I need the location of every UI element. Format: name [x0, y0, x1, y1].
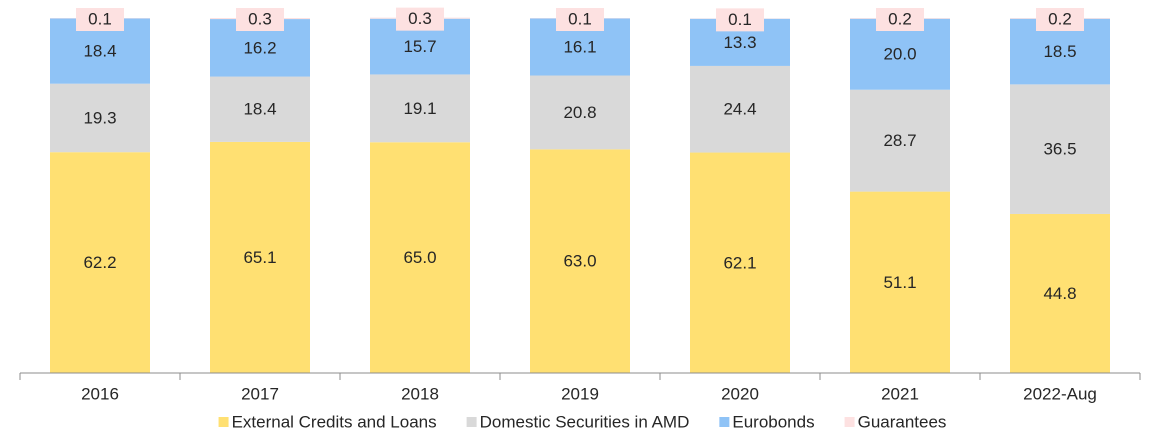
data-label: 44.8: [1043, 284, 1076, 303]
bar-segment: [690, 65, 790, 153]
data-label: 18.4: [243, 100, 276, 119]
data-label-box: [236, 8, 284, 31]
data-label: 63.0: [563, 252, 596, 271]
bar-segment: [210, 76, 310, 142]
data-label: 13.3: [723, 33, 756, 52]
data-label: 0.3: [248, 9, 272, 28]
data-label: 0.1: [728, 10, 752, 29]
data-label: 20.0: [883, 45, 916, 64]
data-label: 16.2: [243, 38, 276, 57]
data-label: 15.7: [403, 37, 436, 56]
legend-label: Domestic Securities in AMD: [480, 412, 690, 431]
data-label: 19.3: [83, 108, 116, 127]
data-label: 0.2: [888, 9, 912, 28]
x-tick-label: 2018: [401, 384, 439, 403]
data-label-box: [396, 7, 444, 31]
data-label-box: [716, 8, 764, 32]
data-label: 65.1: [243, 248, 276, 267]
bar-segment: [850, 191, 950, 373]
legend-swatch: [719, 417, 730, 427]
data-label: 18.4: [83, 41, 116, 60]
data-label-box: [556, 8, 604, 31]
bar-segment: [530, 75, 630, 150]
legend-swatch: [466, 417, 477, 427]
data-label: 0.1: [568, 9, 592, 28]
bar-segment: [850, 89, 950, 192]
data-label: 36.5: [1043, 140, 1076, 159]
bar-segment: [50, 152, 150, 373]
bar-segment: [370, 142, 470, 373]
legend-label: External Credits and Loans: [232, 412, 437, 431]
data-label: 16.1: [563, 37, 596, 56]
data-label: 19.1: [403, 99, 436, 118]
bar-segment: [1010, 213, 1110, 373]
bar-segment: [50, 83, 150, 153]
legend-label: Eurobonds: [732, 412, 814, 431]
bar-segment: [690, 152, 790, 373]
data-label-box: [1036, 8, 1084, 31]
bar-segment: [210, 141, 310, 373]
data-label: 20.8: [563, 103, 596, 122]
x-tick-label: 2017: [241, 384, 279, 403]
x-tick-label: 2016: [81, 384, 119, 403]
data-label: 0.2: [1048, 9, 1072, 28]
data-label-box: [76, 8, 124, 31]
data-label: 18.5: [1043, 42, 1076, 61]
bar-segment: [1010, 84, 1110, 214]
legend-label: Guarantees: [858, 412, 947, 431]
data-label: 65.0: [403, 248, 436, 267]
bar-segment: [530, 149, 630, 373]
x-tick-label: 2019: [561, 384, 599, 403]
legend-swatch: [844, 417, 855, 427]
data-label-box: [876, 8, 924, 31]
legend-swatch: [218, 417, 229, 427]
data-label: 24.4: [723, 100, 756, 119]
data-label: 0.1: [88, 9, 112, 28]
x-tick-label: 2021: [881, 384, 919, 403]
x-tick-label: 2020: [721, 384, 759, 403]
bar-segment: [370, 74, 470, 143]
data-label: 0.3: [408, 9, 432, 28]
x-tick-label: 2022-Aug: [1023, 384, 1097, 403]
data-label: 62.1: [723, 253, 756, 272]
data-label: 28.7: [883, 131, 916, 150]
data-label: 51.1: [883, 273, 916, 292]
data-label: 62.2: [83, 253, 116, 272]
